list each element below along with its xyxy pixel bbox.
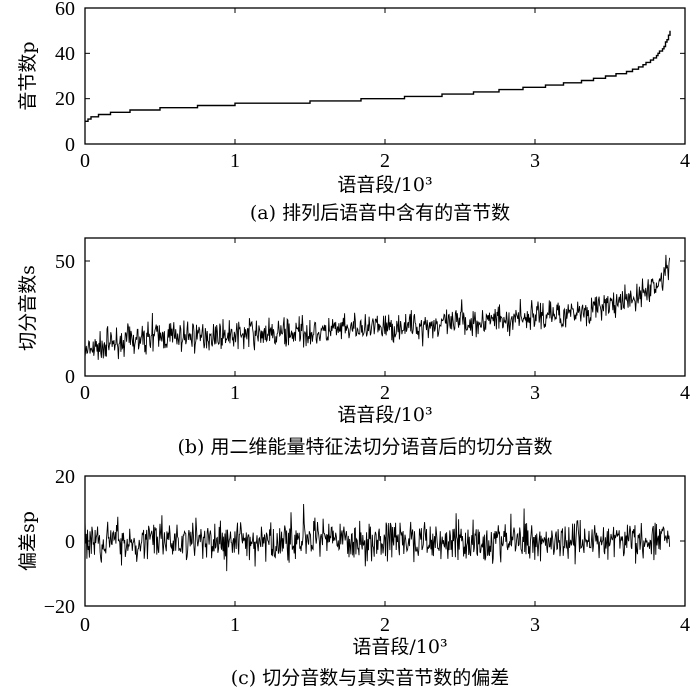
panel-a-xtick-label: 0 (80, 150, 90, 172)
panel-b-ylabel: 切分音数s (17, 265, 39, 351)
panel-a-ytick-label: 20 (55, 88, 75, 110)
panel-a-xtick-label: 1 (230, 150, 240, 172)
panel-c-xtick-label: 0 (80, 614, 90, 636)
panel-c-ytick-label: −20 (44, 596, 75, 618)
panel-c-ytick-label: 0 (65, 531, 75, 553)
panel-b-xtick-label: 0 (80, 382, 90, 404)
panel-a-xlabel: 语音段/10³ (337, 174, 432, 196)
panel-a-ytick-label: 0 (65, 134, 75, 156)
panel-b-xtick-label: 1 (230, 382, 240, 404)
panel-a-ytick-label: 60 (55, 0, 75, 20)
panel-c-xtick-label: 3 (530, 614, 540, 636)
panel-a-xtick-label: 4 (680, 150, 690, 172)
panel-b-series-line (84, 254, 671, 360)
panel-a-xtick-label: 2 (380, 150, 390, 172)
panel-c-ticks (84, 475, 686, 607)
panel-a: 0 20 40 60 0 1 2 3 4 音节数p 语音段/10³ (a) 排列… (17, 0, 690, 224)
panel-c-xtick-label: 2 (380, 614, 390, 636)
panel-b-xtick-label: 3 (530, 382, 540, 404)
panel-c-ylabel: 偏差sp (17, 511, 39, 571)
panel-c-xtick-label: 4 (680, 614, 690, 636)
panel-b-ytick-label: 50 (55, 251, 75, 273)
panel-c-xlabel: 语音段/10³ (352, 636, 447, 658)
panel-a-ticks (84, 7, 686, 145)
panel-b-caption: (b) 用二维能量特征法切分语音后的切分音数 (177, 436, 552, 458)
panel-b-xlabel: 语音段/10³ (337, 404, 432, 426)
panel-b-ticks (84, 238, 686, 377)
panel-b-ytick-label: 0 (65, 366, 75, 388)
panel-a-caption: (a) 排列后语音中含有的音节数 (250, 202, 510, 224)
panel-a-series-line (85, 30, 671, 123)
panel-c-xtick-label: 1 (230, 614, 240, 636)
panel-b-xtick-label: 4 (680, 382, 690, 404)
panel-a-axes-frame (84, 7, 686, 145)
panel-c-caption: (c) 切分音数与真实音节数的偏差 (231, 667, 510, 689)
panel-b-xtick-label: 2 (380, 382, 390, 404)
panel-a-ylabel: 音节数p (17, 41, 39, 110)
panel-a-xtick-label: 3 (530, 150, 540, 172)
panel-b-axes-frame (84, 237, 686, 377)
panel-a-ytick-label: 40 (55, 43, 75, 65)
panel-c-ytick-label: 20 (55, 466, 75, 488)
panel-c: −20 0 20 0 1 2 3 4 偏差sp 语音段/10³ (c) 切分音数… (17, 466, 690, 689)
panel-c-series-line (84, 503, 671, 572)
panel-b: 0 50 0 1 2 3 4 切分音数s 语音段/10³ (b) 用二维能量特征… (17, 237, 690, 458)
